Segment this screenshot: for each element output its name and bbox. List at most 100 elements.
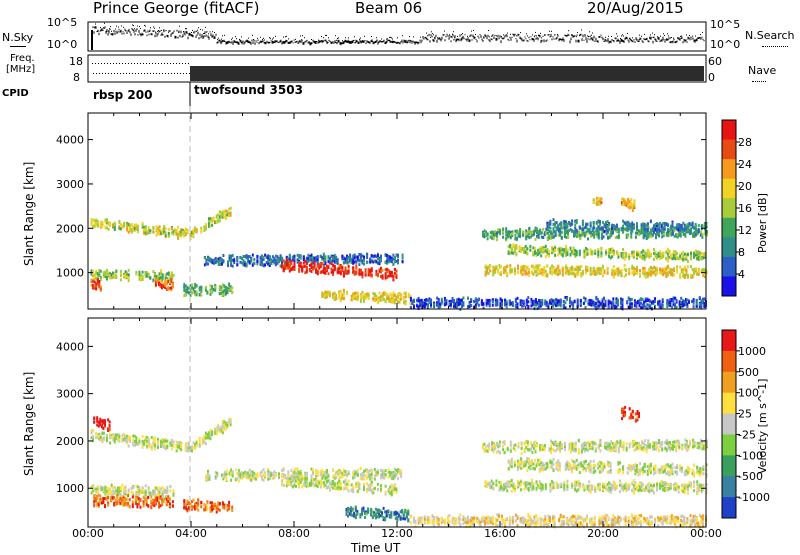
power-echo-cell [205,223,207,226]
noise-search-mark [549,31,550,32]
power-echo-cell [396,270,398,273]
power-echo-cell [348,270,350,273]
noise-search-mark [115,29,116,30]
noise-search-mark [248,38,249,39]
freq-dot [146,63,147,64]
noise-search-mark [285,36,286,37]
noise-search-mark [386,39,387,40]
noise-search-mark [140,28,141,29]
power-echo-cell [317,256,319,259]
power-echo-cell [515,252,517,255]
noise-search-mark [337,38,338,39]
power-echo-cell [549,227,551,230]
power-echo-cell [580,265,582,268]
power-echo-cell [574,227,576,230]
power-echo-cell [159,225,161,228]
power-echo-cell [617,252,619,255]
noise-search-mark [154,28,155,29]
power-echo-cell [289,254,291,257]
power-echo-cell [355,268,357,271]
noise-search-mark [295,39,296,40]
power-echo-cell [687,275,689,278]
power-echo-cell [232,254,234,257]
noise-search-mark [137,26,138,27]
noise-search-mark [336,40,337,41]
power-echo-cell [534,247,536,250]
power-echo-cell [650,228,652,231]
freq-dot [182,63,183,64]
power-echo-cell [165,227,167,230]
freq-dot [104,63,105,64]
power-echo-cell [120,278,122,281]
power-echo-cell [680,233,682,236]
power-echo-cell [160,269,162,272]
power-echo-cell [695,224,697,227]
noise-search-mark [325,35,326,36]
freq-dot [161,63,162,64]
power-echo-cell [500,273,502,276]
noise-search-mark [644,34,645,35]
power-echo-cell [396,273,398,276]
nave-dot [93,73,94,74]
power-echo-cell [546,265,548,268]
power-echo-cell [328,272,330,275]
power-echo-cell [565,245,567,248]
power-echo-cell [630,198,632,201]
power-echo-cell [692,222,694,225]
power-echo-cell [528,274,530,277]
noise-search-mark [214,32,215,33]
noise-search-mark [381,39,382,40]
power-echo-cell [131,223,133,226]
power-echo-cell [191,283,193,286]
power-echo-cell [233,259,235,262]
power-echo-cell [617,256,619,259]
power-echo-cell [636,266,638,269]
power-echo-cell [502,230,504,233]
noise-search-mark [179,26,180,27]
nave-dot [168,73,169,74]
power-echo-cell [577,273,579,276]
power-echo-cell [630,236,632,239]
noise-search-mark [623,36,624,37]
power-echo-cell [535,238,537,241]
power-echo-cell [600,198,602,201]
noise-search-mark [433,34,434,35]
power-echo-cell [548,250,550,253]
power-echo-cell [343,297,345,300]
power-echo-cell [231,291,233,294]
power-echo-cell [695,230,697,233]
power-echo-cell [566,249,568,252]
noise-search-mark [193,32,194,33]
noise-search-mark [302,35,303,36]
power-echo-cell [542,228,544,231]
power-echo-cell [98,280,100,283]
power-echo-cell [196,285,198,288]
power-echo-cell [392,278,394,281]
power-echo-cell [571,219,573,222]
nave-dot [147,73,148,74]
power-echo-band [321,289,411,306]
noise-search-mark [389,37,390,38]
noise-search-mark [507,33,508,34]
power-echo-cell [115,274,117,277]
power-echo-band [508,244,706,264]
power-echo-cell [128,273,130,276]
power-echo-cell [633,253,635,256]
power-echo-cell [576,253,578,256]
noise-search-mark [540,33,541,34]
noise-search-mark [338,37,339,38]
power-echo-cell [658,225,660,228]
noise-search-mark [323,37,324,38]
power-echo-cell [644,267,646,270]
power-echo-cell [100,270,102,273]
noise-search-mark [510,34,511,35]
power-echo-cell [600,247,602,250]
power-echo-cell [173,274,175,277]
power-echo-cell [541,231,543,234]
power-echo-cell [433,303,435,306]
power-echo-cell [394,301,396,304]
power-echo-cell [616,228,618,231]
power-echo-cell [365,272,367,275]
power-echo-cell [402,254,404,257]
power-echo-cell [323,253,325,256]
